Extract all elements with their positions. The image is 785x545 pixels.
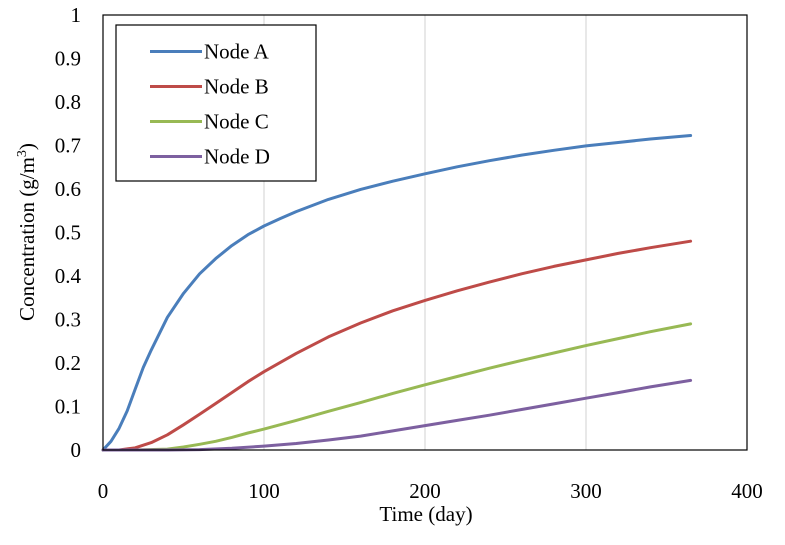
x-axis-title: Time (day) xyxy=(379,502,472,526)
y-tick-label-1: 0.1 xyxy=(55,395,81,419)
y-tick-label-9: 0.9 xyxy=(55,47,81,71)
legend: Node A Node B Node C Node D xyxy=(115,24,317,182)
y-tick-label-3: 0.3 xyxy=(55,308,81,332)
y-tick-label-10: 1 xyxy=(71,3,82,27)
legend-box xyxy=(115,24,317,182)
legend-label-node-b: Node B xyxy=(204,75,269,99)
y-tick-label-4: 0.4 xyxy=(55,264,82,288)
tick-layer: 0 100 200 300 400 0 0.1 0.2 0.3 0.4 0.5 0.6 0.7 0.8 0.… xyxy=(55,3,763,503)
x-tick-label-4: 400 xyxy=(731,479,763,503)
y-tick-label-7: 0.7 xyxy=(55,134,81,158)
x-tick-label-0: 0 xyxy=(98,479,109,503)
series-line-node-c xyxy=(101,322,693,452)
y-tick-label-5: 0.5 xyxy=(55,221,81,245)
y-tick-label-6: 0.6 xyxy=(55,177,81,201)
series-line-node-d xyxy=(101,378,693,452)
x-tick-label-2: 200 xyxy=(409,479,441,503)
y-tick-label-0: 0 xyxy=(71,438,82,462)
y-tick-label-2: 0.2 xyxy=(55,351,81,375)
y-axis-title-base: Concentration (g/m xyxy=(15,157,39,321)
x-tick-label-1: 100 xyxy=(248,479,280,503)
series-line-node-b xyxy=(101,239,693,452)
series-line-node-a xyxy=(101,134,693,452)
y-axis-title-close: ) xyxy=(15,143,39,150)
x-tick-label-3: 300 xyxy=(570,479,602,503)
y-axis-title-superscript: 3 xyxy=(15,150,30,157)
legend-label-node-d: Node D xyxy=(204,145,270,169)
legend-label-node-a: Node A xyxy=(204,40,270,64)
y-tick-label-8: 0.8 xyxy=(55,90,81,114)
legend-label-node-c: Node C xyxy=(204,110,269,134)
series-layer xyxy=(101,134,693,452)
plot-frame xyxy=(102,14,748,451)
y-axis-title: Concentration (g/m3) xyxy=(15,143,39,321)
